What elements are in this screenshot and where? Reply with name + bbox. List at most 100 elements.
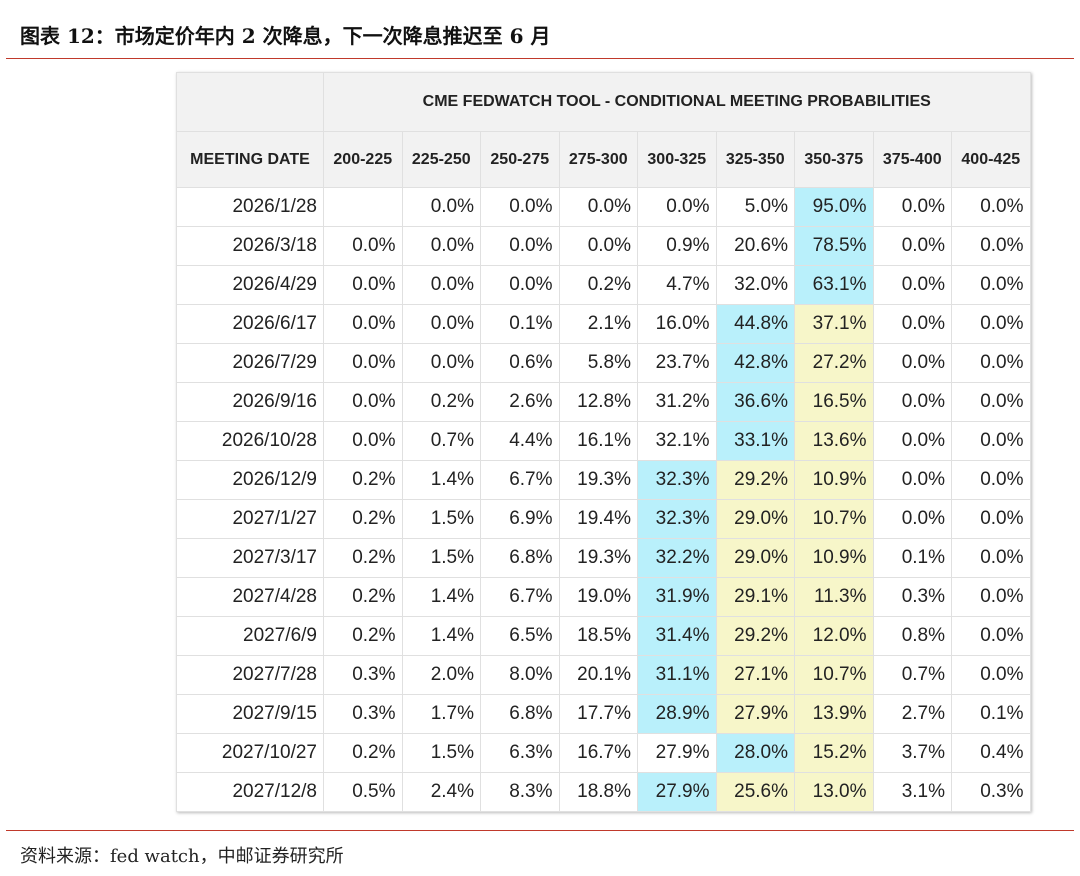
probability-cell: 4.4% (480, 421, 560, 461)
meeting-date: 2027/7/28 (176, 655, 324, 695)
probability-cell: 95.0% (794, 187, 874, 227)
probability-cell: 1.5% (401, 538, 481, 578)
data-row: 2026/12/9 0.2% 1.4% 6.7% 19.3% 32.3% 29.2% 10.9… (176, 460, 1031, 500)
probability-cell: 0.5% (323, 772, 403, 812)
corner-cell (176, 72, 324, 132)
probability-cell: 0.0% (401, 265, 481, 305)
meeting-date: 2027/12/8 (176, 772, 324, 812)
probability-cell: 16.7% (558, 733, 638, 773)
probability-cell: 2.4% (401, 772, 481, 812)
probability-cell: 32.2% (637, 538, 717, 578)
probability-cell: 23.7% (637, 343, 717, 383)
meeting-date: 2027/6/9 (176, 616, 324, 656)
data-row: 2027/4/28 0.2% 1.4% 6.7% 19.0% 31.9% 29.1% 11.3… (176, 577, 1031, 617)
probability-cell: 0.2% (323, 577, 403, 617)
bottom-rule (6, 830, 1074, 831)
probability-cell: 16.0% (637, 304, 717, 344)
probability-cell: 8.0% (480, 655, 560, 695)
data-row: 2026/1/28 0.0% 0.0% 0.0% 0.0% 5.0% 95.0% 0.0% 0.… (176, 187, 1031, 227)
probability-cell: 0.0% (558, 187, 638, 227)
meeting-date: 2026/6/17 (176, 304, 324, 344)
probability-cell: 29.1% (715, 577, 795, 617)
probability-cell: 0.0% (872, 421, 952, 461)
probability-cell: 5.0% (715, 187, 795, 227)
column-header: 225-250 (401, 131, 481, 188)
probability-cell: 31.1% (637, 655, 717, 695)
probability-cell: 0.0% (323, 382, 403, 422)
probability-cell: 0.2% (323, 733, 403, 773)
data-row: 2026/4/29 0.0% 0.0% 0.0% 0.2% 4.7% 32.0% 63.1% 0… (176, 265, 1031, 305)
probability-cell: 16.1% (558, 421, 638, 461)
meeting-date: 2026/7/29 (176, 343, 324, 383)
probability-cell: 19.4% (558, 499, 638, 539)
probability-cell: 19.3% (558, 460, 638, 500)
probability-cell: 2.6% (480, 382, 560, 422)
probability-cell: 1.5% (401, 499, 481, 539)
probability-cell: 13.0% (794, 772, 874, 812)
probability-cell: 0.3% (323, 694, 403, 734)
column-header: 200-225 (323, 131, 403, 188)
probability-cell: 31.4% (637, 616, 717, 656)
meeting-date: 2026/3/18 (176, 226, 324, 266)
meeting-date: 2027/9/15 (176, 694, 324, 734)
probability-cell: 27.2% (794, 343, 874, 383)
data-row: 2027/6/9 0.2% 1.4% 6.5% 18.5% 31.4% 29.2% 12.0%… (176, 616, 1031, 656)
meeting-date: 2027/4/28 (176, 577, 324, 617)
probability-cell: 2.7% (872, 694, 952, 734)
table-title: CME FEDWATCH TOOL - CONDITIONAL MEETING … (323, 72, 1031, 132)
probability-cell: 0.2% (401, 382, 481, 422)
probability-cell: 1.4% (401, 460, 481, 500)
probability-cell: 2.0% (401, 655, 481, 695)
data-row: 2027/12/8 0.5% 2.4% 8.3% 18.8% 27.9% 25.6% 13.0… (176, 772, 1031, 812)
probability-cell: 29.2% (715, 460, 795, 500)
probability-cell: 0.0% (951, 226, 1031, 266)
column-header: 250-275 (480, 131, 560, 188)
probability-cell: 18.5% (558, 616, 638, 656)
probability-cell: 0.4% (951, 733, 1031, 773)
probability-cell: 0.7% (872, 655, 952, 695)
probability-cell: 19.0% (558, 577, 638, 617)
probability-cell: 0.0% (872, 304, 952, 344)
data-row: 2026/3/18 0.0% 0.0% 0.0% 0.0% 0.9% 20.6% 78.5% 0… (176, 226, 1031, 266)
probability-cell: 27.9% (637, 733, 717, 773)
probability-cell: 0.0% (872, 343, 952, 383)
probability-cell: 0.7% (401, 421, 481, 461)
probability-cell: 0.0% (323, 343, 403, 383)
column-header: 350-375 (794, 131, 874, 188)
probability-cell: 0.0% (872, 226, 952, 266)
column-header: 300-325 (637, 131, 717, 188)
probability-cell: 0.3% (951, 772, 1031, 812)
column-header: 325-350 (715, 131, 795, 188)
probability-cell: 0.0% (951, 655, 1031, 695)
probability-cell: 27.1% (715, 655, 795, 695)
probability-cell: 0.0% (951, 343, 1031, 383)
probability-cell: 0.0% (951, 538, 1031, 578)
probability-cell: 0.2% (323, 460, 403, 500)
probability-cell: 27.9% (715, 694, 795, 734)
probability-cell: 15.2% (794, 733, 874, 773)
probability-cell: 42.8% (715, 343, 795, 383)
probability-cell: 20.1% (558, 655, 638, 695)
probability-cell: 0.1% (872, 538, 952, 578)
data-row: 2027/3/17 0.2% 1.5% 6.8% 19.3% 32.2% 29.0% 10.9… (176, 538, 1031, 578)
probability-cell: 27.9% (637, 772, 717, 812)
probability-cell: 29.0% (715, 499, 795, 539)
probability-cell: 29.0% (715, 538, 795, 578)
data-row: 2026/10/28 0.0% 0.7% 4.4% 16.1% 32.1% 33.1% 13.… (176, 421, 1031, 461)
probability-cell: 0.0% (951, 577, 1031, 617)
probability-cell: 0.0% (323, 226, 403, 266)
probability-cell: 0.0% (951, 304, 1031, 344)
probability-cell: 44.8% (715, 304, 795, 344)
probability-cell: 31.2% (637, 382, 717, 422)
probability-cell (323, 187, 403, 227)
data-row: 2026/7/29 0.0% 0.0% 0.6% 5.8% 23.7% 42.8% 27.2%… (176, 343, 1031, 383)
probability-cell: 19.3% (558, 538, 638, 578)
column-header: 375-400 (872, 131, 952, 188)
probability-cell: 29.2% (715, 616, 795, 656)
probability-cell: 0.0% (951, 499, 1031, 539)
probability-cell: 3.7% (872, 733, 952, 773)
probability-cell: 6.7% (480, 577, 560, 617)
probability-cell: 0.0% (951, 616, 1031, 656)
probability-cell: 6.7% (480, 460, 560, 500)
probability-cell: 0.0% (951, 187, 1031, 227)
